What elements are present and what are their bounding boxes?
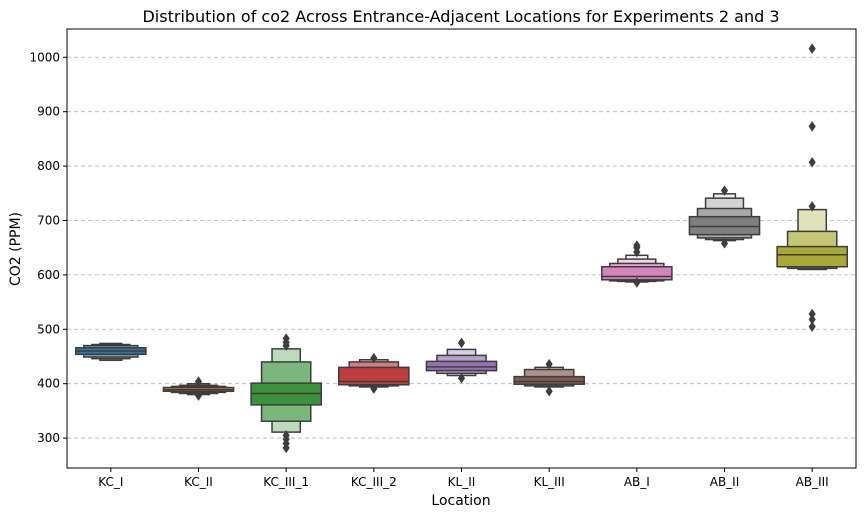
outlier-point	[808, 321, 816, 332]
x-tick-label: KL_II	[448, 475, 476, 489]
x-tick-label: AB_II	[710, 475, 740, 489]
outlier-point	[545, 358, 553, 370]
y-tick-label: 1000	[29, 50, 60, 64]
outlier-point	[808, 43, 816, 54]
outlier-point	[720, 238, 729, 249]
outlier-point	[370, 383, 378, 394]
y-tick-label: 300	[37, 431, 60, 445]
x-tick-label: KC_III_2	[351, 475, 397, 489]
boxen-level-box	[776, 245, 848, 268]
y-tick-label: 600	[37, 268, 60, 282]
boxen-level-box	[513, 375, 585, 385]
x-axis-title: Location	[431, 493, 490, 509]
boxen-level-box	[425, 360, 498, 372]
boxen-KL_II	[425, 337, 498, 384]
boxen-AB_I	[601, 240, 673, 288]
gridlines	[67, 56, 856, 439]
boxen-KC_I	[75, 342, 147, 362]
outlier-point	[808, 314, 816, 325]
outlier-point	[633, 277, 641, 288]
y-tick-label: 800	[37, 159, 60, 173]
outlier-point	[282, 442, 290, 454]
boxen-KC_II	[162, 376, 235, 401]
outlier-point	[457, 337, 466, 349]
chart-title: Distribution of co2 Across Entrance-Adja…	[142, 7, 779, 26]
x-tick-label: KC_II	[184, 475, 213, 489]
plot-frame	[66, 28, 857, 469]
outlier-point	[545, 386, 553, 397]
y-tick-label: 700	[37, 213, 60, 227]
boxen-level-box	[688, 215, 761, 236]
outlier-point	[808, 121, 816, 132]
x-tick-label: AB_III	[796, 475, 829, 489]
y-tick-label: 900	[37, 105, 60, 119]
x-tick-label: KC_III_1	[263, 475, 309, 489]
outlier-point	[282, 333, 290, 344]
x-tick-label: KL_III	[534, 475, 565, 489]
outlier-point	[808, 201, 816, 212]
x-tick-label: KC_I	[98, 475, 123, 489]
outlier-point	[370, 352, 378, 364]
outlier-point	[194, 390, 203, 401]
y-axis-title: CO2 (PPM)	[8, 212, 24, 286]
outlier-point	[808, 308, 816, 320]
outlier-point	[808, 157, 816, 168]
outlier-point	[194, 376, 203, 387]
x-tick-label: AB_I	[624, 475, 650, 489]
outlier-point	[457, 372, 466, 384]
y-tick-label: 400	[37, 377, 60, 391]
outlier-point	[633, 240, 641, 251]
boxen-KC_III_1	[250, 333, 322, 454]
boxen-AB_II	[688, 185, 761, 249]
boxen-AB_III	[776, 43, 848, 332]
outlier-point	[720, 185, 729, 196]
plot-area	[75, 43, 848, 454]
y-tick-label: 500	[37, 322, 60, 336]
axes: 300 400 500 600 700 800 900 1000 KC_I KC_II KC_III…	[29, 28, 857, 489]
boxen-KL_III	[513, 358, 585, 397]
boxen-KC_III_2	[338, 352, 410, 394]
